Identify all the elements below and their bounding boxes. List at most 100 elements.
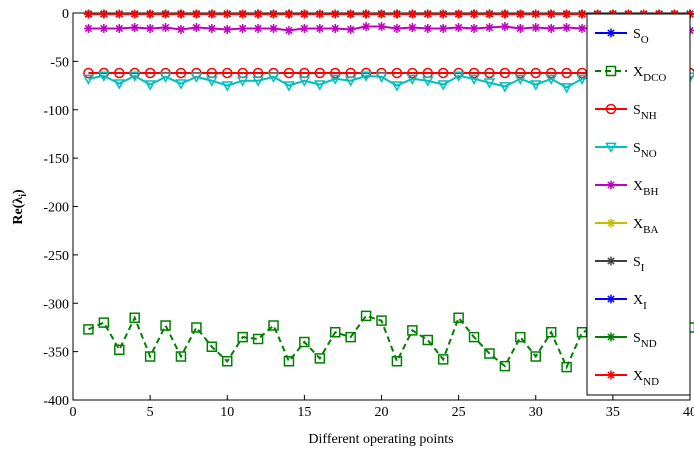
marker [531, 9, 541, 19]
marker [346, 24, 356, 34]
marker [314, 80, 326, 91]
marker [130, 9, 140, 19]
legend-marker [605, 142, 617, 154]
marker [253, 9, 263, 19]
marker [562, 9, 572, 19]
legend-marker [606, 332, 616, 342]
marker [144, 80, 156, 91]
legend-label: XND [633, 369, 659, 388]
marker [315, 9, 325, 19]
marker [345, 331, 356, 343]
marker [438, 23, 448, 33]
marker [159, 72, 172, 83]
legend-label: SNO [633, 141, 657, 160]
marker [299, 23, 309, 33]
marker [160, 320, 171, 331]
marker [222, 24, 232, 34]
legend-marker [605, 65, 617, 77]
marker [238, 23, 248, 33]
marker [145, 23, 155, 33]
legend-sub: BA [643, 224, 658, 236]
legend-box [586, 13, 691, 396]
marker [283, 81, 295, 92]
marker [99, 23, 109, 33]
marker [484, 67, 495, 79]
marker [407, 23, 417, 33]
marker [222, 356, 233, 367]
marker [468, 67, 480, 79]
marker [267, 72, 280, 83]
marker [515, 67, 526, 79]
marker [422, 334, 434, 346]
legend-label: XDCO [633, 65, 666, 84]
marker [515, 9, 525, 19]
marker [113, 79, 126, 90]
legend-sub: ND [641, 338, 657, 350]
x-tick-label: 30 [529, 405, 543, 420]
marker [129, 312, 140, 324]
marker [83, 9, 93, 19]
y-tick-label: -50 [50, 55, 69, 70]
marker [545, 67, 557, 79]
marker [283, 67, 295, 79]
y-tick-label: -350 [43, 346, 69, 361]
marker [376, 315, 387, 326]
legend-marker [606, 28, 616, 38]
legend-sub: NO [641, 148, 657, 160]
marker [438, 9, 448, 19]
marker [175, 67, 187, 79]
marker [344, 76, 357, 87]
marker [269, 9, 279, 19]
legend-name: X [633, 179, 643, 194]
y-tick-label: -200 [43, 201, 69, 216]
marker [315, 23, 325, 33]
marker [83, 324, 94, 335]
marker [423, 9, 433, 19]
marker [361, 22, 371, 32]
marker [391, 356, 403, 367]
legend-sub: I [641, 262, 645, 274]
x-axis-label: Different operating points [308, 432, 453, 447]
legend-sub: DCO [643, 72, 666, 84]
marker [437, 67, 449, 79]
marker [360, 310, 372, 322]
legend-sub: O [641, 34, 649, 46]
marker [221, 81, 234, 92]
y-tick-label: -400 [43, 394, 69, 409]
marker [454, 9, 464, 19]
marker [269, 23, 279, 33]
marker [562, 23, 572, 33]
marker [191, 23, 201, 33]
marker [546, 23, 556, 33]
marker [207, 23, 217, 33]
marker [561, 361, 572, 373]
marker [268, 320, 279, 331]
marker [545, 327, 557, 338]
marker [329, 74, 341, 85]
marker [377, 22, 386, 32]
legend-marker [606, 180, 616, 190]
x-tick-label: 35 [606, 405, 620, 420]
legend-label: SI [633, 255, 645, 274]
marker [298, 76, 311, 87]
y-tick-label: -250 [43, 249, 69, 264]
marker [452, 71, 465, 82]
marker [454, 23, 464, 33]
marker [329, 67, 341, 79]
legend-name: X [633, 217, 643, 232]
legend-label: XBH [633, 179, 658, 198]
marker [531, 23, 541, 33]
legend-name: X [633, 65, 643, 80]
marker [515, 331, 526, 343]
marker [130, 23, 140, 33]
marker [499, 360, 511, 372]
marker [360, 71, 372, 82]
marker [392, 9, 402, 19]
y-tick-label: 0 [62, 7, 69, 22]
plot-lines [82, 9, 694, 373]
marker [484, 348, 495, 359]
marker [284, 9, 294, 19]
legend-sub: I [643, 300, 647, 312]
legend-sub: NH [641, 110, 657, 122]
marker [284, 25, 294, 35]
